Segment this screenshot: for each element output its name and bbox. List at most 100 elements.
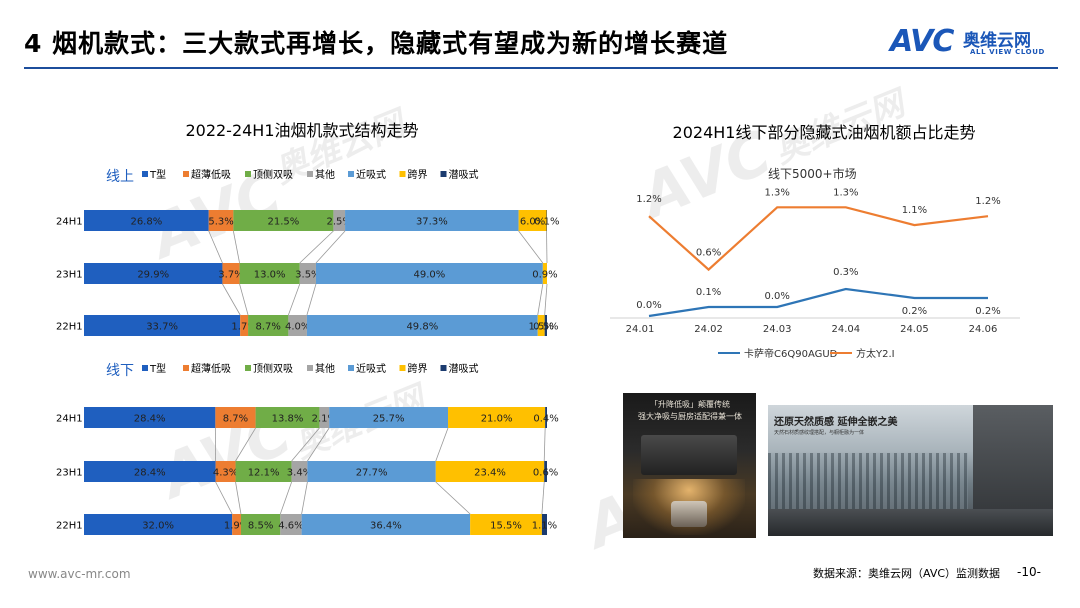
legend-swatch-offline <box>142 365 148 371</box>
logo-cn-name: 奥维云网 <box>963 31 1031 51</box>
photo1-caption-line1: 「升降低吸」颠覆传统 <box>650 400 730 409</box>
hood-product-photo-1: 「升降低吸」颠覆传统 强大净吸与厨房适配得兼一体 <box>623 393 756 538</box>
connector-line-online <box>306 283 317 316</box>
x-tick-label: 24.03 <box>763 324 792 335</box>
line-legend-label: 方太Y2.I <box>856 347 895 360</box>
connector-line-offline <box>235 481 242 515</box>
bar-segment-offline <box>240 514 281 535</box>
legend-swatch-online <box>399 171 406 177</box>
x-tick-label: 24.05 <box>900 324 929 335</box>
bar-data-label-offline: 12.1% <box>248 468 280 479</box>
legend-swatch-online <box>245 171 251 177</box>
bar-data-label-online: 8.7% <box>256 322 281 333</box>
bar-data-label-offline: 25.7% <box>373 414 405 425</box>
legend-label-offline: 其他 <box>315 362 335 375</box>
bar-data-label-online: 5.3% <box>208 217 233 228</box>
x-tick-label: 24.02 <box>694 324 723 335</box>
connector-line-online <box>315 230 346 264</box>
photo1-caption: 「升降低吸」颠覆传统 强大净吸与厨房适配得兼一体 <box>629 399 751 423</box>
bar-segment-offline <box>544 461 547 482</box>
bar-data-label-online: 0.1% <box>534 217 559 228</box>
x-tick-label: 24.01 <box>626 324 655 335</box>
bar-segment-online <box>208 210 234 231</box>
bar-data-label-offline: 36.4% <box>370 521 402 532</box>
bar-data-label-online: 0.5% <box>533 322 558 333</box>
bar-segment-online <box>288 315 307 336</box>
bar-data-label-online: 2.5% <box>327 217 352 228</box>
photo2-caption: 还原天然质感 延伸全嵌之美 <box>774 417 898 428</box>
bar-data-label-offline: 8.5% <box>248 521 273 532</box>
legend-swatch-offline <box>183 365 189 371</box>
bar-segment-online <box>518 210 547 231</box>
legend-swatch-online <box>307 171 313 177</box>
line-data-label: 1.1% <box>902 205 927 216</box>
data-source-note: 数据来源：奥维云网（AVC）监测数据 <box>813 567 1001 580</box>
bar-data-label-offline: 4.3% <box>213 468 238 479</box>
bar-segment-offline <box>301 514 471 535</box>
bar-data-label-online: 49.8% <box>406 322 438 333</box>
category-label-online: 24H1 <box>56 217 83 228</box>
bar-data-label-online: 0.9% <box>532 270 557 281</box>
hood-product-photo-2: 还原天然质感 延伸全嵌之美 天然石材质感纹理搭配，与橱柜融为一体 <box>768 405 1053 536</box>
legend-swatch-offline <box>440 365 447 371</box>
legend-label-online: T型 <box>149 168 166 181</box>
connector-line-online <box>537 283 544 316</box>
legend-swatch-offline <box>245 365 251 371</box>
bar-segment-online <box>222 263 240 284</box>
bar-data-label-online: 1.5% <box>529 322 554 333</box>
connector-line-offline <box>215 481 233 515</box>
bar-segment-online <box>315 263 543 284</box>
connector-line-online <box>232 230 240 264</box>
bar-segment-offline <box>307 461 436 482</box>
bar-data-label-online: 6.0% <box>520 217 545 228</box>
bar-segment-offline <box>329 407 449 428</box>
bar-data-label-online: 26.8% <box>130 217 162 228</box>
bar-segment-online <box>84 315 241 336</box>
connector-line-offline <box>291 427 320 462</box>
legend-label-offline: 潜吸式 <box>449 362 479 375</box>
connector-line-online <box>299 230 334 264</box>
bar-data-label-offline: 15.5% <box>490 521 522 532</box>
line-data-label: 0.0% <box>764 291 789 302</box>
connector-line-offline <box>235 427 256 462</box>
bar-segment-offline <box>215 461 236 482</box>
connector-line-offline <box>307 427 330 462</box>
bar-data-label-offline: 28.4% <box>134 414 166 425</box>
legend-label-offline: 顶侧双吸 <box>253 362 293 375</box>
bar-segment-online <box>299 263 316 284</box>
connector-line-offline <box>435 481 471 515</box>
line-data-label: 0.2% <box>902 306 927 317</box>
bar-data-label-online: 13.0% <box>254 270 286 281</box>
panel-label-offline: 线下 <box>106 363 134 379</box>
bar-data-label-offline: 1.1% <box>532 521 557 532</box>
page-number: -10- <box>1017 565 1041 579</box>
line-data-label: 1.2% <box>975 196 1000 207</box>
line-data-label: 0.3% <box>833 267 858 278</box>
bar-segment-online <box>84 210 209 231</box>
category-label-offline: 22H1 <box>56 521 83 532</box>
header-divider <box>24 67 1058 69</box>
legend-label-online: 顶侧双吸 <box>253 168 293 181</box>
bar-segment-online <box>84 263 223 284</box>
legend-swatch-online <box>183 171 189 177</box>
bar-segment-offline <box>84 407 216 428</box>
legend-label-online: 跨界 <box>408 169 428 181</box>
bar-segment-offline <box>84 514 233 535</box>
bar-data-label-offline: 0.4% <box>533 414 558 425</box>
bar-segment-offline <box>280 514 302 535</box>
bar-data-label-offline: 21.0% <box>481 414 513 425</box>
line-data-label: 0.0% <box>636 300 661 311</box>
legend-label-offline: 超薄低吸 <box>191 362 231 375</box>
logo-mark: AVC <box>890 24 954 59</box>
connector-line-online <box>288 283 301 316</box>
connector-line-online <box>208 230 223 264</box>
bar-data-label-offline: 27.7% <box>356 468 388 479</box>
bar-segment-offline <box>470 514 542 535</box>
bar-data-label-online: 1.7% <box>231 322 256 333</box>
line-series-casarte <box>648 287 988 318</box>
photo1-caption-line2: 强大净吸与厨房适配得兼一体 <box>638 412 742 421</box>
bar-data-label-online: 49.0% <box>414 270 446 281</box>
bar-chart-title: 2022-24H1油烟机款式结构走势 <box>185 121 418 140</box>
bar-segment-online <box>306 315 538 336</box>
legend-swatch-offline <box>399 365 406 371</box>
